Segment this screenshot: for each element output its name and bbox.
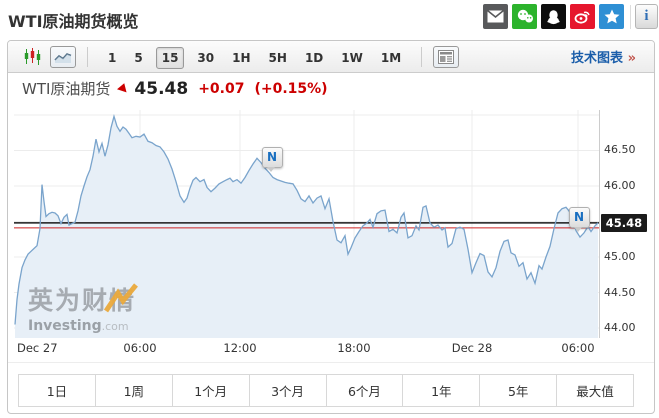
interval-button-1[interactable]: 1 xyxy=(108,51,117,65)
price-area-fill xyxy=(15,116,598,338)
price-line xyxy=(14,114,599,325)
x-axis-tick-label: Dec 28 xyxy=(451,341,493,355)
interval-button-5[interactable]: 5 xyxy=(134,51,143,65)
range-button-4[interactable]: 6个月 xyxy=(327,375,404,406)
y-axis-tick-label: 44.00 xyxy=(604,321,636,335)
interval-group: 1 5 15 30 1H 5H 1D 1W 1M xyxy=(99,47,410,69)
watermark-bolt-icon xyxy=(104,283,138,313)
last-price: 45.48 xyxy=(134,78,189,99)
y-axis-tick-label: 46.50 xyxy=(604,143,636,157)
qq-share-icon[interactable] xyxy=(541,4,566,29)
last-price-badge: 45.48 xyxy=(601,213,647,232)
qzone-share-icon[interactable] xyxy=(599,4,624,29)
page-title: WTI原油期货概览 xyxy=(8,12,139,31)
x-axis-tick-label: Dec 27 xyxy=(17,341,58,355)
investing-watermark: 英为财情 Investing.com xyxy=(28,283,138,334)
price-change: +0.07 xyxy=(198,80,245,97)
interval-button-30[interactable]: 30 xyxy=(197,51,215,65)
range-button-3[interactable]: 3个月 xyxy=(250,375,327,406)
x-axis-tick-label: 06:00 xyxy=(561,341,595,355)
instrument-name: WTI原油期货 xyxy=(22,80,111,98)
x-axis-tick-label: 06:00 xyxy=(123,341,157,355)
interval-button-1m[interactable]: 1M xyxy=(380,51,402,65)
toolbar-separator xyxy=(87,46,88,67)
watermark-en: Investing.com xyxy=(28,317,129,334)
range-button-7[interactable]: 最大值 xyxy=(576,384,614,399)
x-axis-tick-label: 18:00 xyxy=(337,341,371,355)
range-button-5[interactable]: 1年 xyxy=(403,375,481,406)
interval-button-1d[interactable]: 1D xyxy=(304,51,324,65)
quote-row: WTI原油期货 45.48 +0.07 (+0.15%) xyxy=(8,73,654,104)
interval-button-1h[interactable]: 1H xyxy=(232,51,251,65)
news-events-icon[interactable] xyxy=(433,45,460,68)
chart-toolbar: 1 5 15 30 1H 5H 1D 1W 1M 技术图表 » xyxy=(8,41,654,73)
arrow-up-icon xyxy=(117,81,130,92)
candlestick-chart-icon[interactable] xyxy=(22,47,42,67)
interval-button-1w[interactable]: 1W xyxy=(341,51,363,65)
share-bar: i xyxy=(483,4,658,29)
range-button-0[interactable]: 1日 xyxy=(19,375,96,406)
news-marker[interactable]: N xyxy=(568,206,590,232)
range-button-6[interactable]: 5年 xyxy=(480,375,558,406)
x-axis-tick-label: 12:00 xyxy=(223,341,257,355)
news-marker[interactable]: N xyxy=(261,146,283,172)
y-axis-tick-label: 45.00 xyxy=(604,250,636,264)
technical-chart-link[interactable]: 技术图表 » xyxy=(571,51,636,66)
share-separator xyxy=(630,4,631,29)
chart-bottom-rule xyxy=(8,362,654,363)
chart-area: 英为财情 Investing.com 45.48 46.50 46.00 45.00… xyxy=(8,104,654,370)
double-chevron-right-icon: » xyxy=(627,51,636,66)
weibo-share-icon[interactable] xyxy=(570,4,595,29)
wechat-share-icon[interactable] xyxy=(512,4,537,29)
line-chart-icon[interactable] xyxy=(50,45,76,68)
interval-button-15[interactable]: 15 xyxy=(155,47,185,69)
range-button-1[interactable]: 1周 xyxy=(96,375,173,406)
price-plot[interactable] xyxy=(14,110,600,338)
toolbar-separator xyxy=(421,46,423,67)
email-share-icon[interactable] xyxy=(483,4,508,29)
y-axis-tick-label: 44.50 xyxy=(604,285,636,299)
interval-button-5h[interactable]: 5H xyxy=(268,51,287,65)
info-button[interactable]: i xyxy=(635,4,658,29)
y-axis-tick-label: 46.00 xyxy=(604,179,636,192)
range-selector: 1日 1周 1个月 3个月 6个月 1年 5年 最大值 xyxy=(18,374,634,407)
price-change-percent: (+0.15%) xyxy=(254,80,328,97)
range-button-2[interactable]: 1个月 xyxy=(173,375,250,406)
